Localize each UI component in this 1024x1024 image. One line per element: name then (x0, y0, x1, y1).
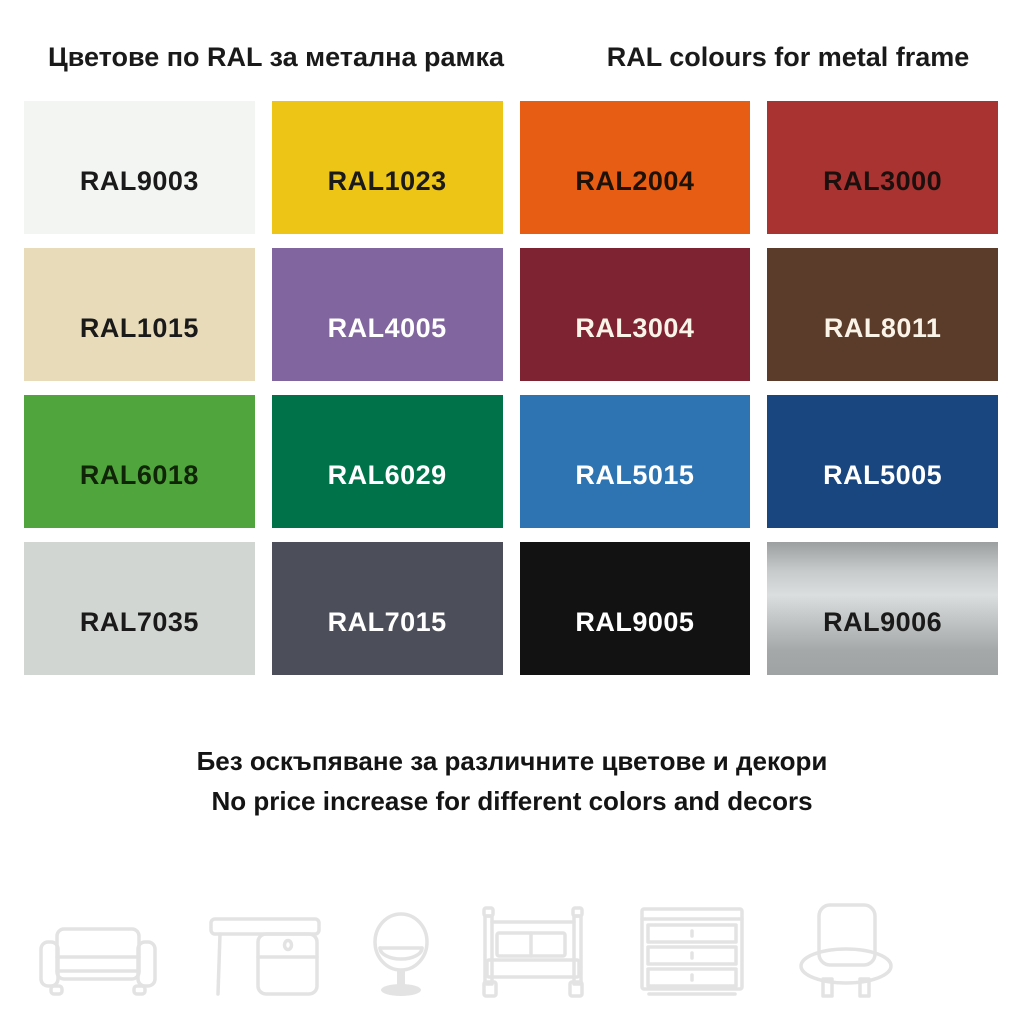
title-english: RAL colours for metal frame (606, 42, 970, 72)
swatch-code-label: RAL3000 (823, 166, 943, 196)
color-swatch: RAL6029 (271, 395, 503, 528)
swatch-code-label: RAL1015 (79, 313, 199, 343)
swatch-code-label: RAL9003 (79, 166, 199, 196)
color-swatch-grid: RAL9003 RAL1023 RAL2004 RAL3000 RAL1015 … (24, 101, 998, 675)
color-swatch: RAL8011 (767, 248, 998, 381)
furniture-icons-row (38, 903, 894, 998)
color-swatch: RAL5005 (767, 395, 998, 528)
swatch-code-label: RAL3004 (575, 313, 695, 343)
note-english: No price increase for different colors a… (211, 786, 813, 816)
header: Цветове по RAL за метална рамка RAL colo… (0, 0, 1024, 73)
color-swatch: RAL1023 (271, 101, 503, 234)
color-swatch: RAL7015 (271, 542, 503, 675)
bed-icon (482, 906, 585, 998)
swatch-code-label: RAL9005 (575, 607, 695, 637)
color-swatch: RAL7035 (24, 542, 255, 675)
swatch-code-label: RAL1023 (327, 166, 447, 196)
swatch-code-label: RAL9006 (823, 607, 943, 637)
color-swatch: RAL9003 (24, 101, 255, 234)
color-swatch: RAL3000 (767, 101, 998, 234)
ball-chair-icon (372, 912, 429, 996)
color-swatch: RAL9005 (519, 542, 751, 675)
swatch-code-label: RAL5015 (575, 460, 695, 490)
swatch-code-label: RAL4005 (327, 313, 447, 343)
armchair-icon (799, 903, 893, 998)
color-swatch: RAL4005 (271, 248, 503, 381)
title-bulgarian: Цветове по RAL за метална рамка (48, 42, 504, 72)
note-bulgarian: Без оскъпяване за различните цветове и д… (196, 746, 828, 776)
color-swatch: RAL9006 (767, 542, 998, 675)
dresser-icon (640, 907, 744, 996)
swatch-code-label: RAL2004 (575, 166, 695, 196)
swatch-code-label: RAL7035 (79, 607, 199, 637)
swatch-code-label: RAL5005 (823, 460, 943, 490)
color-swatch: RAL6018 (24, 395, 255, 528)
sofa-icon (39, 927, 157, 996)
color-swatch: RAL2004 (519, 101, 751, 234)
swatch-code-label: RAL6018 (79, 460, 199, 490)
color-swatch: RAL3004 (519, 248, 751, 381)
color-swatch: RAL5015 (519, 395, 751, 528)
footer-note: Без оскъпяване за различните цветове и д… (0, 741, 1024, 821)
color-swatch: RAL1015 (24, 248, 255, 381)
swatch-code-label: RAL7015 (327, 607, 447, 637)
swatch-code-label: RAL6029 (327, 460, 447, 490)
swatch-code-label: RAL8011 (823, 313, 942, 343)
desk-icon (209, 917, 321, 996)
